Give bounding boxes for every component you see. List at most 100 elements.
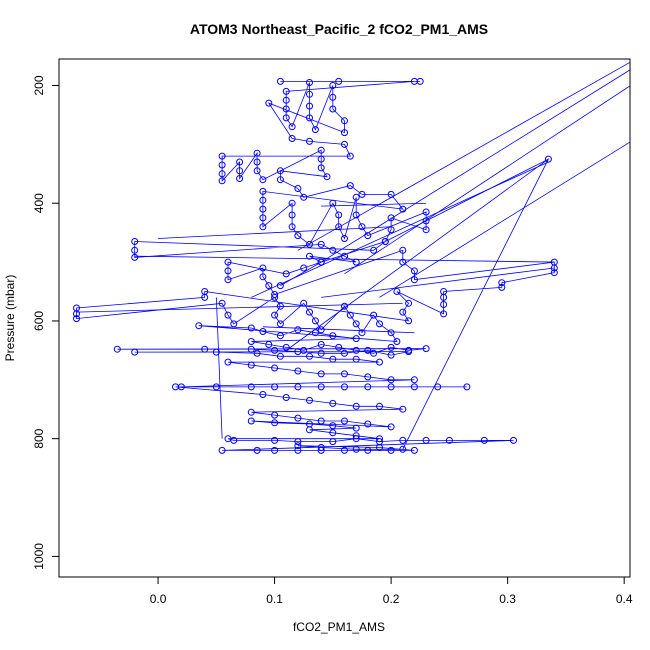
data-point [480, 436, 488, 444]
data-point [376, 435, 383, 443]
data-point [73, 315, 80, 323]
data-point [440, 310, 448, 318]
data-point [131, 253, 139, 261]
data-point [317, 444, 325, 451]
data-point [352, 432, 360, 440]
series-line [320, 69, 630, 263]
data-point [370, 246, 378, 254]
series-line [76, 302, 403, 313]
data-point [259, 223, 267, 231]
data-point [335, 211, 343, 219]
data-point [370, 349, 378, 357]
data-point [212, 348, 220, 356]
data-point [364, 383, 372, 391]
data-point [317, 383, 325, 391]
data-point [376, 320, 383, 328]
data-point [341, 370, 348, 378]
data-point [201, 345, 209, 353]
data-point [358, 329, 366, 337]
data-point [195, 322, 203, 330]
data-point [131, 238, 139, 245]
data-point [393, 338, 401, 345]
data-point [387, 446, 395, 454]
data-point [341, 235, 348, 242]
data-point [276, 302, 284, 310]
data-point [550, 264, 558, 272]
data-point [271, 346, 279, 354]
series-line [215, 297, 223, 439]
data-point [259, 264, 267, 272]
data-point [387, 214, 395, 222]
data-point [271, 293, 279, 301]
data-point [218, 177, 226, 185]
data-point [276, 320, 284, 328]
data-point [236, 158, 244, 166]
data-point [282, 96, 290, 104]
data-point [323, 173, 331, 181]
data-point [352, 355, 360, 363]
plot-frame [58, 58, 631, 578]
data-point [306, 102, 313, 110]
data-point [422, 208, 430, 216]
x-axis-label: fCO2_PM1_AMS [293, 620, 385, 634]
y-tick-label: 800 [32, 428, 46, 448]
data-point [259, 391, 267, 398]
data-point [224, 311, 232, 319]
data-point [265, 99, 273, 107]
data-point [410, 276, 418, 284]
data-point [317, 164, 325, 172]
data-point [259, 176, 267, 184]
data-point [306, 240, 313, 248]
data-point [224, 276, 232, 284]
y-axis: 200 400 600 800 1000 [32, 75, 60, 570]
data-point [282, 114, 290, 122]
y-tick-label: 200 [32, 75, 46, 95]
data-point [311, 317, 319, 325]
data-point [300, 299, 308, 307]
data-point [236, 167, 244, 175]
data-point [510, 436, 517, 444]
data-point [224, 267, 232, 275]
data-point [294, 438, 302, 446]
data-point [317, 417, 325, 425]
x-tick-label: 0.3 [499, 592, 516, 606]
data-point [306, 114, 313, 122]
data-point [218, 170, 226, 178]
data-point [440, 293, 448, 301]
data-point [306, 308, 313, 316]
data-point [422, 226, 430, 234]
data-point [306, 352, 313, 360]
data-point [306, 90, 313, 98]
data-point [341, 349, 348, 357]
data-point [317, 258, 325, 266]
data-point [393, 288, 401, 295]
data-point [306, 426, 313, 434]
data-point [329, 93, 337, 101]
y-tick-label: 400 [32, 193, 46, 213]
data-point [271, 364, 279, 372]
data-point [282, 343, 290, 351]
series-line [344, 85, 630, 275]
data-point [352, 211, 360, 219]
data-point [346, 311, 354, 319]
data-point [294, 446, 302, 454]
data-point [410, 376, 418, 384]
data-point [329, 422, 337, 430]
data-point [306, 79, 313, 86]
data-point [399, 445, 407, 453]
data-point [341, 252, 348, 260]
data-point [300, 264, 308, 272]
data-point [317, 155, 325, 163]
data-point [498, 283, 506, 291]
data-point [399, 205, 407, 213]
data-point [247, 361, 255, 369]
data-point [352, 320, 360, 328]
data-point [341, 446, 348, 454]
series-line [251, 161, 549, 298]
data-point [288, 199, 296, 207]
data-point [306, 137, 313, 145]
data-point [387, 423, 395, 431]
x-tick-label: 0.1 [266, 592, 283, 606]
data-point [352, 335, 360, 343]
data-point [276, 332, 284, 340]
